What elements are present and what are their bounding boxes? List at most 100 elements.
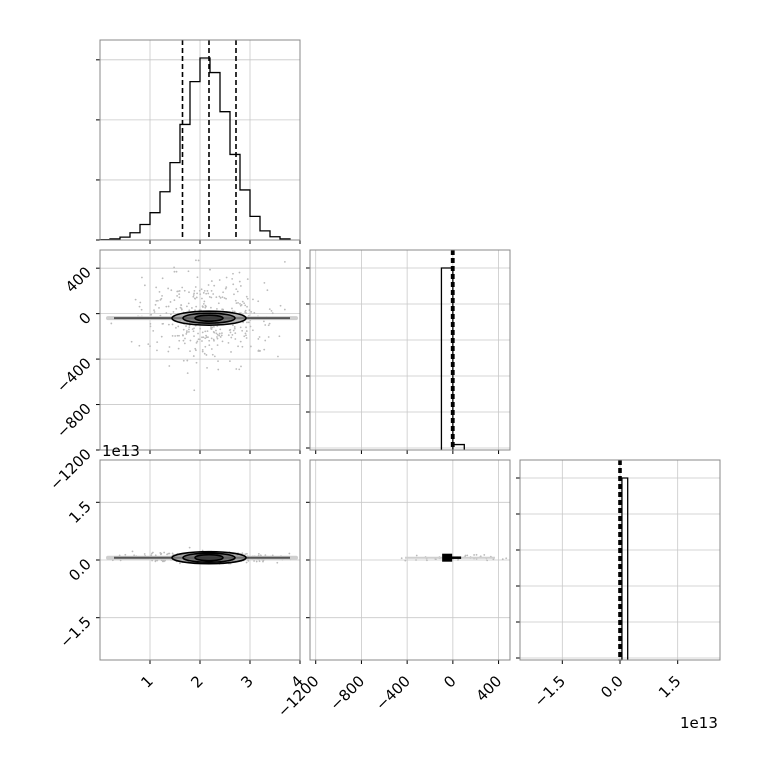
scatter-point — [213, 284, 216, 287]
x-tick-label: 1 — [137, 672, 156, 691]
scatter-point — [186, 305, 188, 308]
scatter-point — [151, 559, 154, 562]
scatter-point — [182, 328, 185, 331]
scatter-point — [277, 355, 279, 358]
scatter-point — [196, 340, 199, 343]
scatter-point — [238, 368, 241, 371]
scatter-point — [248, 309, 251, 312]
scatter-point — [185, 325, 187, 327]
scatter-point — [205, 354, 208, 356]
scatter-point — [252, 298, 254, 301]
scatter-point — [219, 296, 222, 299]
scatter-point — [188, 326, 191, 329]
scatter-point — [201, 340, 203, 342]
scatter-point — [192, 330, 195, 333]
scatter-point — [483, 554, 486, 556]
scatter-point — [184, 337, 186, 340]
scatter-point — [161, 277, 164, 280]
scatter-point — [210, 326, 212, 328]
scatter-point — [216, 337, 219, 340]
scatter-point — [230, 336, 233, 339]
scatter-point — [241, 300, 244, 303]
scatter-point — [239, 340, 242, 343]
scatter-point — [192, 294, 195, 296]
scatter-point — [194, 297, 197, 300]
scatter-point — [246, 321, 248, 324]
scatter-point — [233, 327, 236, 330]
scatter-point — [237, 345, 239, 348]
x-tick-label: −1.5 — [531, 672, 569, 710]
scatter-point — [187, 270, 190, 273]
scatter-point — [208, 344, 211, 347]
scatter-point — [199, 293, 202, 296]
scatter-point — [206, 290, 209, 292]
scatter-point — [138, 344, 141, 347]
scatter-point — [193, 327, 195, 330]
scatter-point — [207, 292, 210, 295]
scatter-point — [251, 329, 254, 332]
scatter-point — [263, 281, 266, 284]
scatter-point — [240, 365, 242, 368]
scatter-point — [159, 298, 162, 301]
scatter-point — [197, 259, 200, 262]
scatter-point — [167, 552, 170, 555]
scatter-point — [218, 334, 221, 337]
histogram-step — [99, 57, 291, 241]
scatter-point — [177, 347, 180, 350]
scatter-point — [185, 333, 188, 335]
scatter-point — [222, 291, 225, 294]
scatter-point — [219, 328, 222, 331]
panel-frame — [309, 249, 511, 451]
scatter-point — [150, 552, 153, 555]
scatter-point — [266, 289, 269, 292]
scatter-point — [193, 292, 195, 295]
scatter-point — [152, 329, 155, 332]
scatter-point — [192, 355, 195, 357]
scatter-point — [253, 560, 255, 562]
scatter-point — [189, 350, 191, 353]
scatter-point — [161, 294, 163, 297]
scatter-point — [257, 350, 260, 352]
scatter-point — [270, 309, 273, 312]
scatter-point — [176, 334, 179, 337]
x-tick-label: −400 — [372, 672, 414, 714]
scatter-point — [240, 312, 242, 314]
scatter-point — [155, 299, 158, 302]
scatter-point — [110, 322, 113, 325]
scatter-point — [505, 557, 508, 560]
scatter-point — [267, 324, 270, 327]
scatter-point — [258, 560, 261, 563]
panel-frame — [99, 249, 301, 451]
scatter-point — [205, 305, 207, 308]
scatter-point — [199, 327, 202, 330]
scatter-point — [165, 305, 168, 308]
scatter-point — [264, 339, 267, 342]
scatter-point — [173, 299, 176, 302]
scatter-point — [159, 314, 162, 317]
scatter-point — [225, 286, 228, 289]
scatter-point — [240, 303, 243, 306]
scatter-point — [257, 300, 260, 303]
scatter-point — [218, 332, 221, 335]
scatter-point — [165, 312, 168, 314]
scatter-point — [210, 328, 213, 331]
panel-frame — [99, 39, 301, 241]
scatter-point — [191, 328, 194, 331]
scatter-point — [169, 301, 172, 303]
scatter-point — [181, 334, 184, 336]
x-tick-label: 3 — [237, 672, 256, 691]
scatter-point — [231, 333, 234, 336]
scatter-point — [215, 296, 218, 299]
scatter-point — [479, 555, 482, 558]
scatter-point — [196, 292, 199, 295]
panel-2-2 — [516, 459, 721, 664]
scatter-point — [143, 284, 146, 287]
scatter-point — [237, 302, 239, 304]
scatter-point — [231, 310, 234, 313]
scatter-point — [466, 554, 469, 557]
scatter-point — [194, 286, 197, 288]
scatter-point — [195, 296, 198, 299]
scatter-point — [244, 304, 247, 307]
y-tick-label: 0.0 — [65, 555, 95, 585]
scatter-point — [174, 335, 177, 337]
